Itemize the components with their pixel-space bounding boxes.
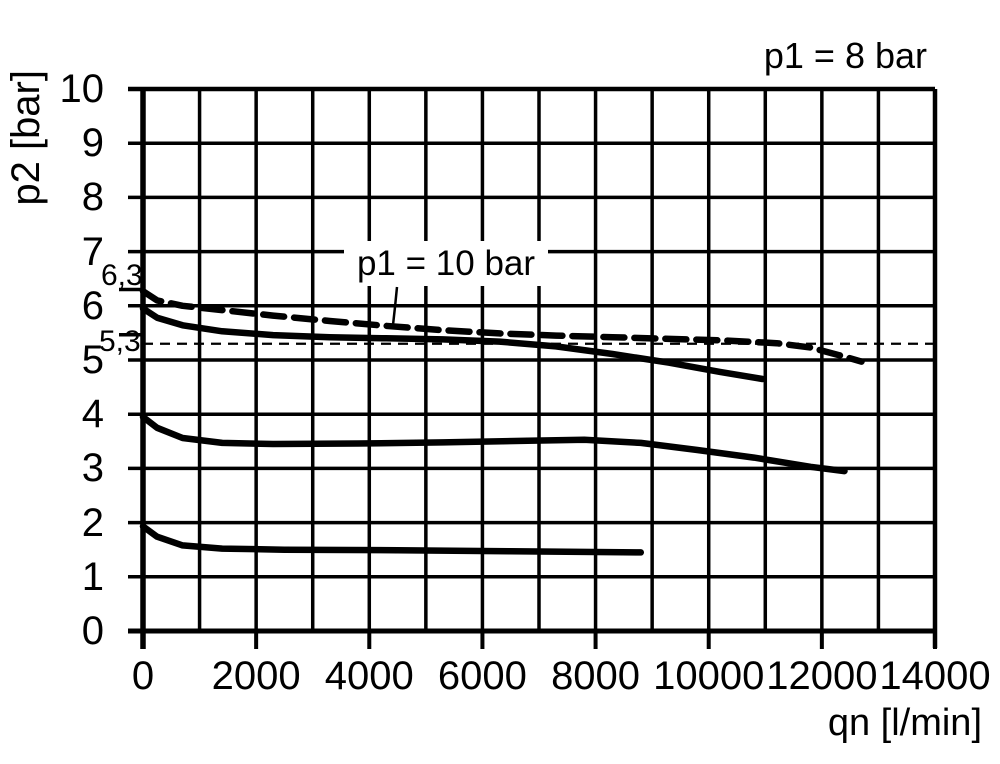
x-tick-label: 4000: [324, 654, 414, 698]
curve-3: [139, 523, 645, 556]
annotation-p1-10bar: p1 = 10 bar: [344, 241, 548, 286]
reference-label-5-3: 5,3: [99, 325, 141, 358]
y-tick-label: 9: [81, 121, 104, 166]
y-tick-label: 0: [81, 609, 104, 653]
curve-2: [139, 413, 848, 475]
curve-p1-10-bar: [139, 287, 865, 365]
x-tick-label: 0: [131, 654, 155, 698]
annotation-p1-8bar: p1 = 8 bar: [763, 35, 927, 76]
y-tick-label: 3: [81, 446, 104, 491]
curve-1: [139, 305, 766, 383]
reference-label-6-3: 6,3: [101, 259, 143, 292]
y-tick-label: 2: [81, 500, 104, 545]
x-tick-label: 10000: [653, 654, 765, 698]
y-tick-label: 5: [81, 338, 104, 382]
y-tick-label: 4: [81, 392, 104, 437]
x-tick-label: 2000: [211, 654, 301, 698]
x-axis-title: qn [l/min]: [827, 702, 982, 744]
x-tick-label: 14000: [879, 654, 991, 698]
x-tick-label: 6000: [437, 654, 527, 698]
x-tick-label: 8000: [551, 654, 641, 698]
annotation-leader-line: [391, 286, 399, 326]
y-tick-label: 7: [81, 229, 104, 274]
y-tick-label: 10: [59, 67, 105, 111]
y-tick-label: 8: [81, 175, 104, 220]
x-tick-label: 12000: [766, 654, 878, 698]
y-tick-label: 6: [81, 283, 104, 328]
y-tick-label: 1: [81, 554, 104, 599]
